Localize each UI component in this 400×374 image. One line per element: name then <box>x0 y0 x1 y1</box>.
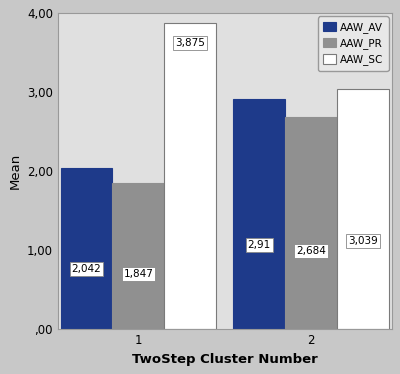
Bar <box>164 23 216 329</box>
Text: 3,875: 3,875 <box>175 38 205 48</box>
Text: 3,039: 3,039 <box>348 236 378 246</box>
Legend: AAW_AV, AAW_PR, AAW_SC: AAW_AV, AAW_PR, AAW_SC <box>318 16 388 71</box>
Text: 1,847: 1,847 <box>124 269 153 279</box>
Bar <box>233 99 285 329</box>
Bar <box>285 117 337 329</box>
Text: 2,042: 2,042 <box>72 264 102 274</box>
Text: 2,91: 2,91 <box>248 240 271 250</box>
X-axis label: TwoStep Cluster Number: TwoStep Cluster Number <box>132 353 318 366</box>
Text: 2,684: 2,684 <box>296 246 326 256</box>
Bar <box>337 89 389 329</box>
Y-axis label: Mean: Mean <box>8 153 21 189</box>
Bar <box>61 168 112 329</box>
Bar <box>112 183 164 329</box>
